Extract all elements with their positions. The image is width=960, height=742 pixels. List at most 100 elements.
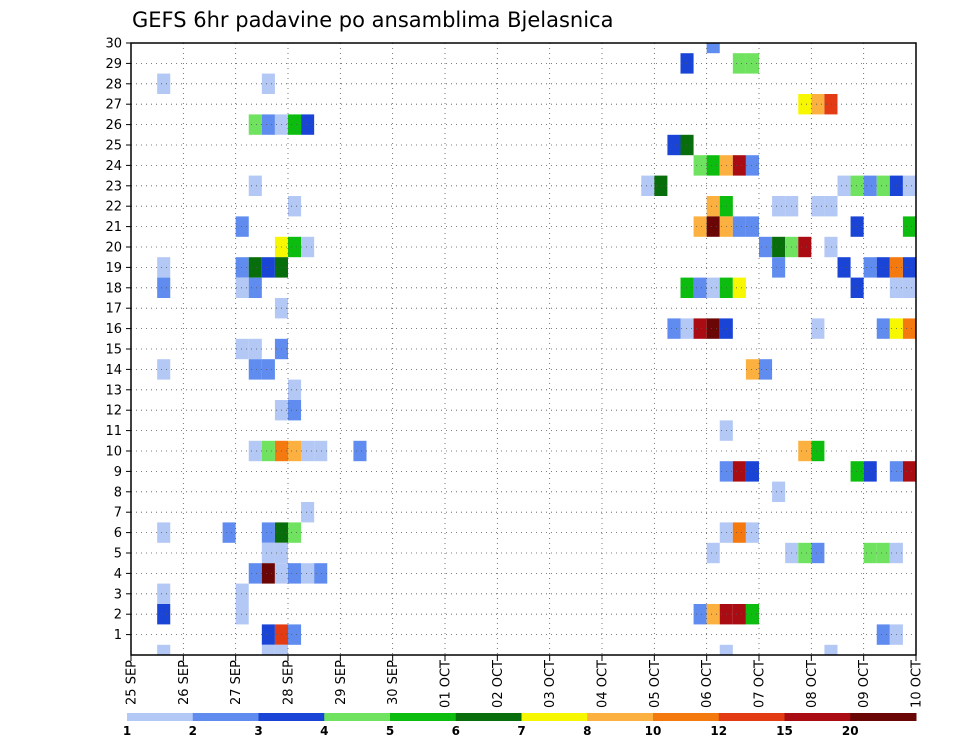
y-tick-label: 17 (105, 302, 122, 317)
y-tick-label: 12 (105, 404, 122, 419)
x-tick-label: 25 SEP (125, 660, 140, 705)
colorbar-label: 2 (189, 724, 197, 738)
heatmap-cell (759, 359, 773, 380)
y-tick-label: 26 (105, 118, 122, 133)
heatmap-cell (863, 542, 877, 564)
heatmap-cell (235, 277, 249, 298)
heatmap-cells (157, 43, 916, 655)
heatmap-cell (314, 563, 328, 584)
heatmap-cell (248, 257, 262, 278)
heatmap-cell (693, 216, 707, 237)
y-tick-label: 14 (105, 363, 122, 378)
colorbar-segment (192, 713, 259, 721)
x-tick-label: 09 OCT (857, 660, 872, 708)
colorbar-segment (718, 713, 785, 721)
heatmap-cell (772, 236, 786, 258)
x-tick-label: 30 SEP (386, 660, 401, 705)
heatmap-cell (759, 236, 773, 258)
heatmap-cell (824, 94, 838, 115)
heatmap-cell (261, 114, 275, 135)
heatmap-cell (288, 563, 302, 584)
y-tick-label: 23 (105, 179, 122, 194)
heatmap-cell (863, 175, 877, 196)
colorbar-segment (390, 713, 457, 721)
heatmap-cell (772, 196, 786, 217)
grid-lines (131, 42, 916, 655)
heatmap-cell (824, 236, 838, 258)
colorbar-label: 1 (123, 724, 131, 738)
heatmap-cell (811, 94, 825, 115)
heatmap-cell (301, 114, 315, 135)
heatmap-cell (706, 277, 720, 298)
heatmap-cell (288, 522, 302, 543)
y-tick-label: 9 (114, 465, 122, 480)
y-tick-label: 5 (114, 547, 122, 562)
x-tick-label: 02 OCT (491, 660, 506, 708)
colorbar-segment (324, 713, 391, 721)
colorbar: 1 2 3 4 5 6 7 8 10 12 15 20 (123, 713, 917, 738)
heatmap-cell (902, 216, 916, 237)
x-tick-label: 07 OCT (753, 660, 768, 708)
heatmap-cell (837, 257, 851, 278)
heatmap-cell (850, 461, 864, 482)
y-tick-label: 25 (105, 139, 122, 154)
heatmap-cell (876, 318, 890, 339)
y-tick-label: 24 (105, 159, 122, 174)
heatmap-cell (680, 277, 694, 298)
colorbar-segment (784, 713, 851, 721)
y-tick-label: 15 (105, 343, 122, 358)
heatmap-cell (235, 604, 249, 625)
y-tick-label: 1 (114, 628, 122, 643)
heatmap-cell (157, 257, 171, 278)
heatmap-cell (157, 359, 171, 380)
x-tick-label: 26 SEP (177, 660, 192, 705)
heatmap-cell (798, 440, 812, 462)
y-tick-label: 22 (105, 200, 122, 215)
x-tick-label: 29 SEP (334, 660, 349, 705)
heatmap-cell (641, 175, 655, 196)
heatmap-cell (850, 175, 864, 196)
y-tick-label: 4 (114, 567, 122, 582)
colorbar-segment (653, 713, 720, 721)
heatmap-cell (745, 53, 759, 74)
heatmap-cell (876, 257, 890, 278)
heatmap-cell (288, 624, 302, 645)
y-tick-label: 30 (105, 37, 122, 52)
colorbar-label: 20 (842, 724, 859, 738)
heatmap-cell (706, 542, 720, 564)
heatmap-cell (261, 257, 275, 278)
x-tick-label: 27 SEP (229, 660, 244, 705)
heatmap-cell (157, 73, 171, 94)
colorbar-segment (127, 713, 194, 721)
y-tick-label: 7 (114, 506, 122, 521)
y-tick-label: 13 (105, 383, 122, 398)
heatmap-cell (876, 175, 890, 196)
heatmap-cell (222, 522, 236, 543)
heatmap-cell (667, 318, 681, 339)
heatmap-cell (745, 461, 759, 482)
heatmap-cell (680, 53, 694, 74)
heatmap-cell (811, 196, 825, 217)
y-tick-label: 28 (105, 77, 122, 92)
heatmap-cell (235, 216, 249, 237)
heatmap-cell (693, 155, 707, 176)
heatmap-cell (876, 542, 890, 564)
x-axis: 25 SEP 26 SEP 27 SEP 28 SEP 29 SEP 30 SEP 01 O… (125, 655, 925, 708)
heatmap-cell (261, 73, 275, 94)
colorbar-label: 3 (254, 724, 262, 738)
heatmap-cell (732, 155, 746, 176)
colorbar-label: 7 (517, 724, 525, 738)
heatmap-cell (837, 175, 851, 196)
colorbar-segment (587, 713, 654, 721)
heatmap-cell (248, 338, 262, 360)
heatmap-cell (732, 277, 746, 298)
heatmap-cell (680, 318, 694, 339)
heatmap-cell (261, 644, 275, 655)
heatmap-cell (902, 318, 916, 339)
x-tick-label: 03 OCT (543, 660, 558, 708)
heatmap-cell (745, 522, 759, 543)
heatmap-cell (235, 338, 249, 360)
heatmap-cell (719, 644, 733, 655)
colorbar-label: 12 (710, 724, 727, 738)
heatmap-cell (288, 114, 302, 135)
